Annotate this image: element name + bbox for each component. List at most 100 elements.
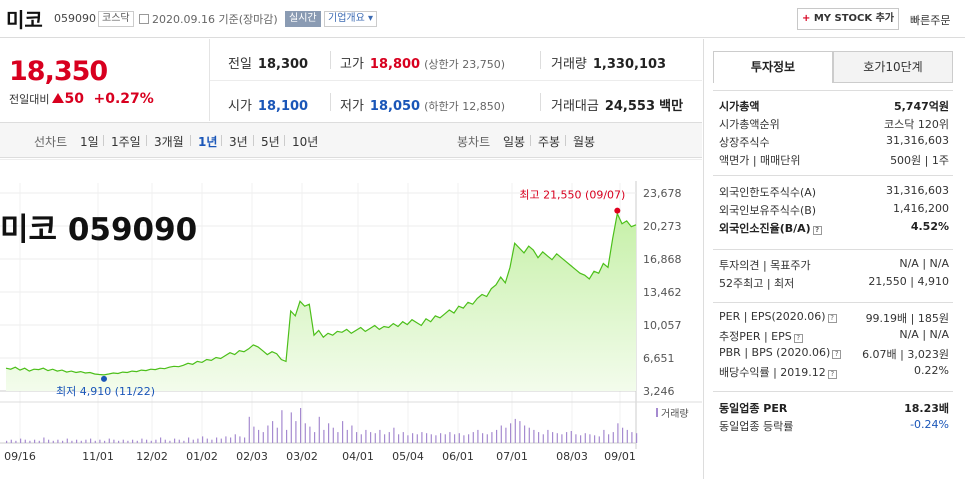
- volume-bar: [575, 434, 577, 444]
- info-value: N/A | N/A: [899, 257, 949, 270]
- volume-bar: [416, 434, 418, 444]
- volume-bar: [426, 433, 428, 443]
- chart-period-tabs: 선차트 1일 1주일 3개월 1년 3년 5년 10년 봉차트 일봉 주봉 월봉: [0, 122, 702, 158]
- help-icon[interactable]: ?: [812, 226, 822, 235]
- volume-bar: [155, 439, 157, 443]
- quick-order-link[interactable]: 빠른주문: [910, 14, 951, 27]
- volume-bar: [304, 423, 306, 443]
- calendar-icon: [139, 14, 149, 24]
- help-icon[interactable]: ?: [827, 314, 837, 323]
- info-value: 99.19배 | 185원: [865, 312, 949, 325]
- tab-candle-monthly[interactable]: 월봉: [573, 135, 596, 149]
- volume-bar: [211, 439, 213, 443]
- volume-bar: [262, 432, 264, 443]
- change-percent: +0.27%: [93, 91, 154, 107]
- volume-bar: [160, 437, 162, 443]
- volume-bar: [122, 439, 124, 443]
- volume-bar: [10, 439, 12, 443]
- help-icon[interactable]: ?: [827, 370, 837, 379]
- volume-bar: [286, 429, 288, 443]
- tab-period-5y[interactable]: 5년: [261, 135, 280, 149]
- volume-bar: [34, 439, 36, 443]
- tab-period-1y[interactable]: 1년: [198, 135, 218, 149]
- volume-bar: [360, 434, 362, 444]
- base-date-text: 2020.09.16 기준(장마감): [152, 13, 278, 26]
- volume-bar: [90, 438, 92, 443]
- info-row: 외국인소진율(B/A)? 4.52%: [713, 218, 953, 236]
- volume-bar: [15, 440, 17, 443]
- volume-bar: [407, 435, 409, 443]
- x-tick-label: 12/02: [136, 450, 168, 463]
- volume-bar: [486, 434, 488, 444]
- volume-bar: [43, 437, 45, 443]
- volume-bar: [612, 432, 614, 443]
- info-key: 52주최고 | 최저: [719, 277, 795, 290]
- quote-label: 거래량: [551, 57, 587, 72]
- realtime-button[interactable]: 실시간: [285, 11, 321, 27]
- company-overview-dropdown[interactable]: 기업개요 ▾: [324, 11, 378, 27]
- quote-label: 시가: [228, 99, 252, 114]
- quote-value: 18,300: [257, 57, 309, 72]
- y-tick-label: 20,273: [643, 220, 682, 233]
- upper-limit: (상한가 23,750): [424, 58, 506, 71]
- tab-investment-info[interactable]: 투자정보: [713, 51, 833, 83]
- tab-order-book[interactable]: 호가10단계: [833, 51, 953, 83]
- volume-bar: [430, 434, 432, 444]
- y-tick-label: 23,678: [643, 187, 682, 200]
- volume-bar: [225, 436, 227, 443]
- volume-bar: [118, 440, 120, 443]
- y-tick-label: 6,651: [643, 352, 675, 365]
- volume-bar: [57, 439, 59, 443]
- price-chart[interactable]: 최고 21,550 (09/07) 최저 4,910 (11/22) 거래량 23…: [0, 159, 702, 479]
- info-value: 코스닥 120위: [884, 118, 949, 131]
- tab-candle-weekly[interactable]: 주봉: [538, 135, 561, 149]
- volume-bar: [589, 434, 591, 444]
- tab-period-3y[interactable]: 3년: [229, 135, 248, 149]
- volume-bar: [66, 438, 68, 443]
- volume-bar: [463, 435, 465, 443]
- volume-bar: [547, 429, 549, 443]
- volume-bar: [617, 423, 619, 443]
- quote-label: 저가: [340, 99, 364, 114]
- volume-bar: [206, 438, 208, 443]
- info-value: 31,316,603: [886, 134, 949, 147]
- quote-amount: 거래대금 24,553 백만: [551, 95, 683, 114]
- divider: [540, 93, 541, 111]
- volume-bar: [580, 435, 582, 443]
- volume-bar: [584, 433, 586, 443]
- volume-bar: [472, 432, 474, 443]
- volume-bar: [244, 437, 246, 443]
- base-date: 2020.09.16 기준(장마감): [139, 11, 278, 27]
- volume-bar: [234, 434, 236, 444]
- volume-bar: [514, 418, 516, 443]
- y-tick-label: 10,057: [643, 319, 682, 332]
- help-icon[interactable]: ?: [832, 350, 842, 359]
- tab-period-1d[interactable]: 1일: [80, 135, 99, 149]
- volume-bar: [384, 434, 386, 444]
- help-icon[interactable]: ?: [793, 334, 803, 343]
- tab-period-10y[interactable]: 10년: [292, 135, 319, 149]
- add-my-stock-button[interactable]: + MY STOCK 추가: [797, 8, 899, 30]
- volume-bar: [379, 429, 381, 443]
- volume-bar: [85, 439, 87, 443]
- volume-bar: [636, 433, 638, 443]
- add-my-stock-label: MY STOCK 추가: [813, 13, 895, 24]
- info-value: 0.22%: [914, 364, 949, 377]
- volume-legend-swatch: [656, 408, 658, 417]
- info-row: 시가총액 5,747억원: [713, 96, 953, 114]
- volume-bar: [104, 440, 106, 443]
- tab-period-3m[interactable]: 3개월: [154, 135, 184, 149]
- sector-group: 동일업종 PER 18.23배 동일업종 등락률 -0.24%: [713, 391, 953, 435]
- info-row: 상장주식수 31,316,603: [713, 132, 953, 150]
- info-row: PBR | BPS (2020.06)? 6.07배 | 3,023원: [713, 344, 953, 362]
- volume-bar: [370, 432, 372, 443]
- stock-name: 미코: [6, 8, 43, 32]
- volume-bar: [496, 429, 498, 443]
- info-key: 투자의견 | 목표주가: [719, 259, 811, 272]
- volume-bar: [342, 421, 344, 443]
- volume-bar: [52, 440, 54, 443]
- volume-bar: [146, 439, 148, 443]
- info-value: 5,747억원: [893, 100, 949, 113]
- tab-period-1w[interactable]: 1주일: [111, 135, 141, 149]
- tab-candle-daily[interactable]: 일봉: [503, 135, 526, 149]
